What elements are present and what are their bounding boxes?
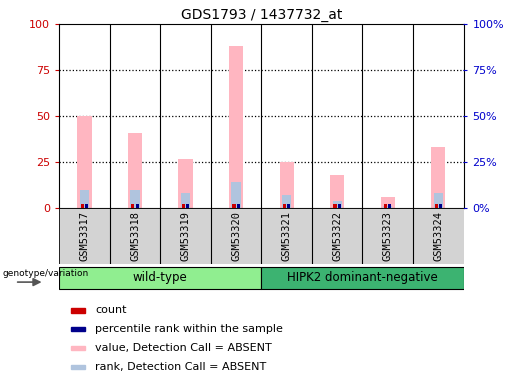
Bar [85,204,88,208]
Bar [179,159,193,208]
FancyBboxPatch shape [59,267,261,290]
Bar [71,327,85,332]
Text: GSM53320: GSM53320 [231,211,241,261]
Bar [237,204,240,208]
Bar [287,204,290,208]
FancyBboxPatch shape [160,208,211,264]
FancyBboxPatch shape [59,208,110,264]
Bar [280,162,294,208]
Bar [130,190,140,208]
Bar [182,204,185,208]
Bar [71,365,85,369]
Text: GSM53317: GSM53317 [79,211,90,261]
Bar [71,346,85,350]
Title: GDS1793 / 1437732_at: GDS1793 / 1437732_at [181,8,342,22]
Bar [81,204,84,208]
Bar [388,204,391,208]
Bar [80,190,89,208]
Bar [338,204,341,208]
FancyBboxPatch shape [261,208,312,264]
FancyBboxPatch shape [363,208,413,264]
FancyBboxPatch shape [211,208,261,264]
Bar [383,206,392,208]
Bar [334,204,337,208]
Text: GSM53323: GSM53323 [383,211,393,261]
FancyBboxPatch shape [413,208,464,264]
Bar [128,133,142,208]
FancyBboxPatch shape [110,208,160,264]
Bar [283,204,286,208]
Bar [229,46,243,208]
Bar [431,147,445,208]
Bar [77,116,92,208]
Bar [186,204,189,208]
Text: GSM53324: GSM53324 [433,211,443,261]
Text: GSM53318: GSM53318 [130,211,140,261]
Bar [384,204,387,208]
Bar [232,204,235,208]
Text: rank, Detection Call = ABSENT: rank, Detection Call = ABSENT [95,362,266,372]
Text: GSM53322: GSM53322 [332,211,342,261]
Text: percentile rank within the sample: percentile rank within the sample [95,324,283,334]
Text: GSM53321: GSM53321 [282,211,291,261]
Bar [439,204,442,208]
Text: HIPK2 dominant-negative: HIPK2 dominant-negative [287,272,438,285]
Bar [135,204,139,208]
Bar [282,195,291,208]
Text: genotype/variation: genotype/variation [3,268,89,278]
Text: count: count [95,305,127,315]
Bar [232,182,241,208]
FancyBboxPatch shape [261,267,464,290]
Text: wild-type: wild-type [133,272,187,285]
Bar [381,197,395,208]
Bar [330,175,344,208]
Bar [435,204,438,208]
Bar [333,201,342,208]
Text: value, Detection Call = ABSENT: value, Detection Call = ABSENT [95,343,272,353]
Bar [181,194,190,208]
Text: GSM53319: GSM53319 [181,211,191,261]
Bar [71,308,85,313]
Bar [131,204,134,208]
FancyBboxPatch shape [312,208,363,264]
Bar [434,194,443,208]
